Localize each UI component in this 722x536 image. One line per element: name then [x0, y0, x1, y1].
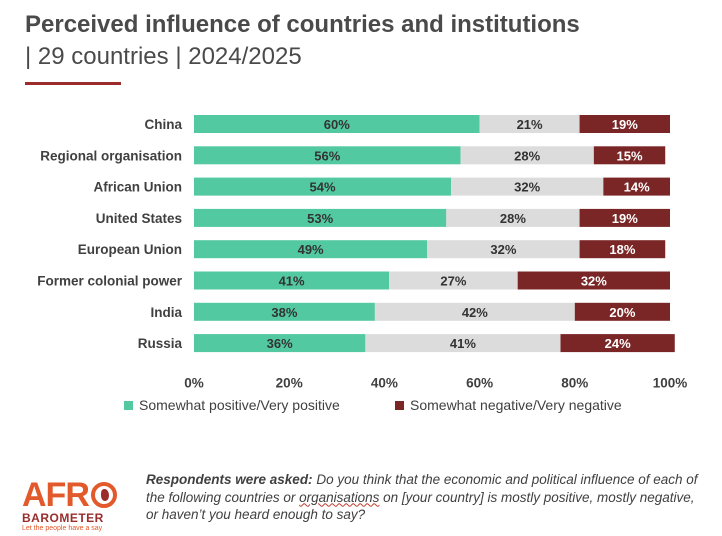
- bar-segment-negative: [593, 146, 666, 165]
- data-label: 32%: [581, 274, 607, 289]
- legend-positive: Somewhat positive/Very positive: [124, 397, 340, 413]
- data-label: 42%: [462, 305, 488, 320]
- x-tick-label: 60%: [466, 375, 493, 390]
- data-label: 56%: [314, 148, 340, 163]
- legend-positive-label: Somewhat positive/Very positive: [139, 397, 340, 413]
- stacked-bar-chart: China 60% 21% 19% Regional organisation 56% 28…: [37, 115, 688, 390]
- bar-segment-neutral: [365, 334, 561, 353]
- bar-segment-positive: [194, 115, 480, 133]
- data-label: 20%: [609, 305, 635, 320]
- title-underline: [25, 82, 121, 85]
- category-label: Former colonial power: [37, 274, 183, 289]
- data-label: 28%: [500, 211, 526, 226]
- note-lead: Respondents were asked:: [146, 472, 313, 487]
- bar-segment-positive: [194, 302, 375, 321]
- x-tick-label: 20%: [276, 375, 303, 390]
- bar-segment-positive: [194, 334, 366, 353]
- category-label: Russia: [138, 336, 183, 351]
- logo-mark: AFR: [22, 478, 132, 512]
- bar-segment-negative: [560, 334, 675, 353]
- data-label: 24%: [605, 336, 631, 351]
- afrobarometer-logo: AFR BAROMETER Let the people have a say: [22, 478, 132, 536]
- data-label: 38%: [271, 305, 297, 320]
- data-label: 41%: [279, 274, 305, 289]
- bar-segment-negative: [579, 240, 666, 259]
- bar-segment-neutral: [389, 271, 518, 290]
- note-underlined-word: organisations: [299, 489, 380, 505]
- legend-negative: Somewhat negative/Very negative: [395, 397, 622, 413]
- bar-segment-positive: [194, 146, 461, 165]
- data-label: 15%: [617, 148, 643, 163]
- bar-segment-negative: [574, 302, 670, 321]
- category-label: Regional organisation: [40, 148, 182, 163]
- data-label: 27%: [440, 274, 466, 289]
- legend-positive-swatch: [124, 400, 133, 410]
- legend-negative-label: Somewhat negative/Very negative: [410, 397, 622, 413]
- bar-segment-neutral: [427, 240, 580, 259]
- data-label: 49%: [298, 242, 324, 257]
- logo-tagline: Let the people have a say: [22, 525, 103, 532]
- data-label: 60%: [324, 117, 350, 132]
- x-tick-label: 40%: [371, 375, 398, 390]
- chart-subtitle: | 29 countries | 2024/2025: [25, 43, 302, 70]
- bar-segment-neutral: [451, 177, 604, 196]
- chart-title: Perceived influence of countries and ins…: [25, 11, 580, 38]
- question-note: Respondents were asked: Do you think tha…: [146, 471, 706, 524]
- x-tick-label: 80%: [561, 375, 588, 390]
- x-tick-label: 100%: [653, 375, 688, 390]
- category-label: India: [150, 305, 182, 320]
- category-label: European Union: [78, 242, 182, 257]
- data-label: 54%: [310, 180, 336, 195]
- logo-barometer: BAROMETER: [22, 511, 104, 525]
- data-label: 28%: [514, 148, 540, 163]
- category-label: United States: [96, 211, 182, 226]
- bar-segment-neutral: [460, 146, 594, 165]
- data-label: 36%: [267, 336, 293, 351]
- data-label: 19%: [612, 117, 638, 132]
- legend-negative-swatch: [395, 400, 404, 410]
- bar-segment-neutral: [446, 208, 580, 227]
- bar-segment-negative: [603, 177, 670, 196]
- bar-segment-positive: [194, 271, 390, 290]
- x-tick-label: 0%: [184, 375, 204, 390]
- data-label: 19%: [612, 211, 638, 226]
- bar-segment-positive: [194, 240, 428, 259]
- bar-segment-positive: [194, 208, 447, 227]
- bar-segment-negative: [517, 271, 670, 290]
- note-text-after: on [your country] is mostly positive, mo…: [146, 489, 695, 523]
- note-text-before: Do you think that the economic and polit…: [146, 472, 698, 505]
- bar-segment-positive: [194, 177, 452, 196]
- category-label: China: [144, 117, 182, 132]
- data-label: 21%: [517, 117, 543, 132]
- data-label: 18%: [609, 242, 635, 257]
- bar-segment-negative: [579, 208, 670, 227]
- logo-word-afr: AFR: [22, 476, 90, 514]
- data-label: 32%: [514, 180, 540, 195]
- bar-segment-neutral: [479, 115, 580, 133]
- data-label: 53%: [307, 211, 333, 226]
- bar-segment-neutral: [374, 302, 575, 321]
- globe-icon: [90, 482, 117, 508]
- category-label: African Union: [93, 180, 182, 195]
- data-label: 14%: [624, 180, 650, 195]
- data-label: 41%: [450, 336, 476, 351]
- bar-segment-negative: [579, 115, 670, 133]
- data-label: 32%: [490, 242, 516, 257]
